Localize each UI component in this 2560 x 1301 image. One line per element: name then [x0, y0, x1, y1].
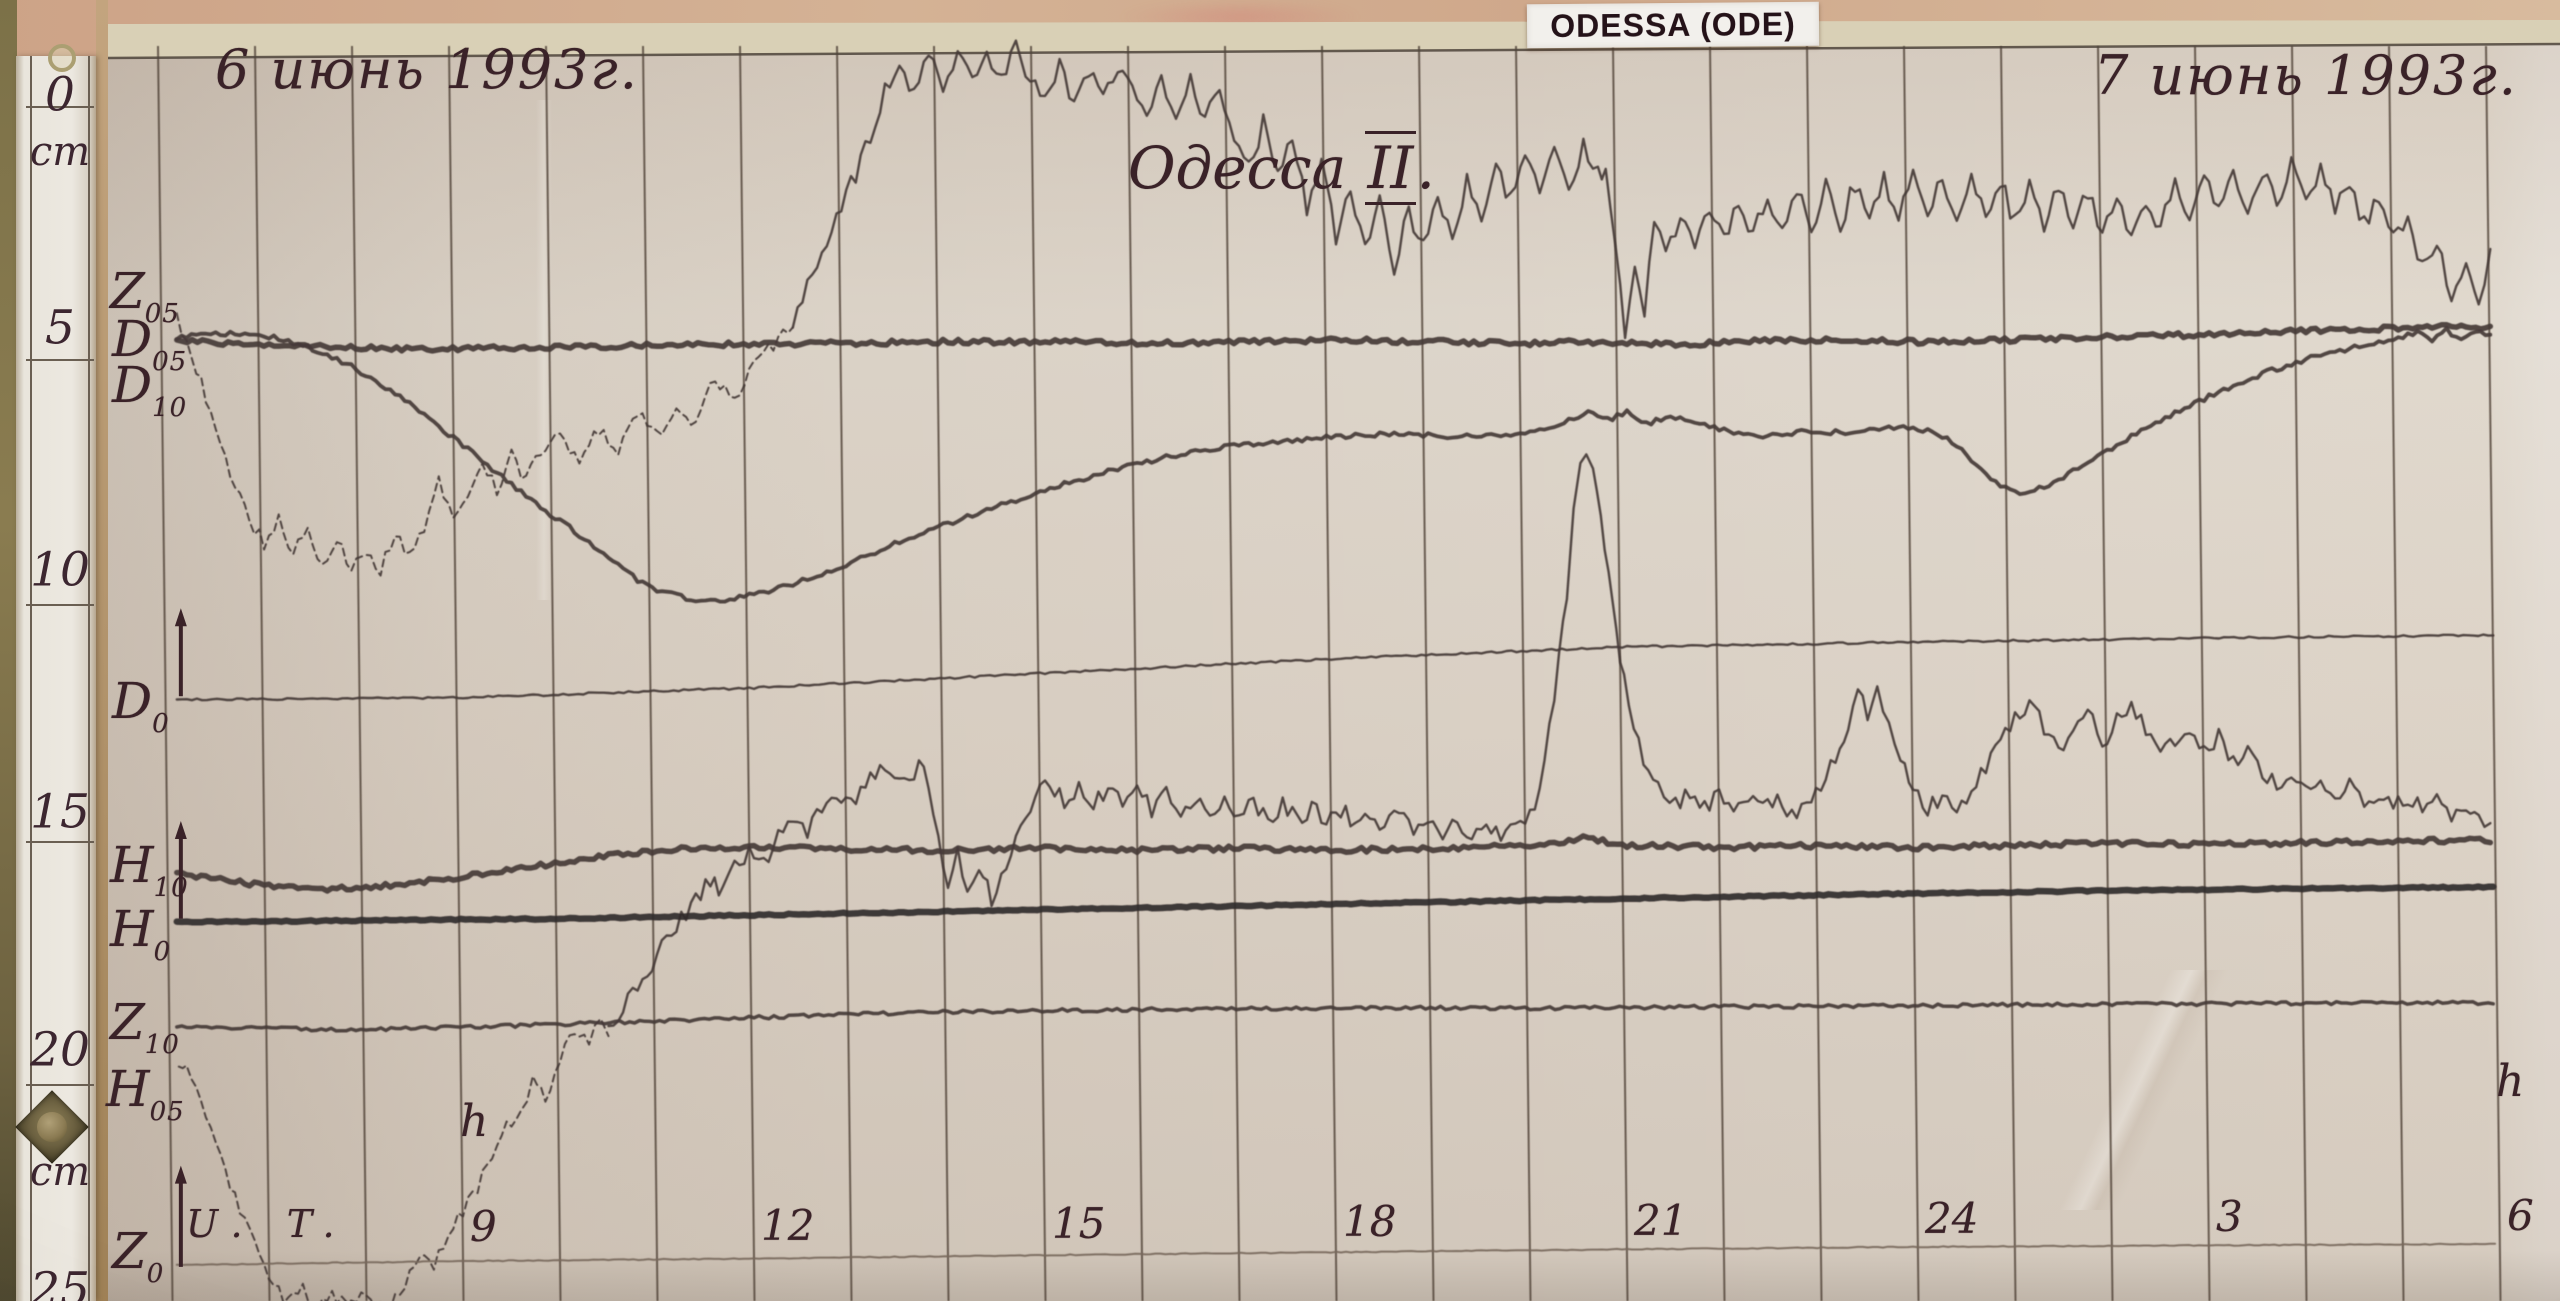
mount-screw-icon: [37, 1112, 67, 1142]
hour-label-24: 24: [1925, 1193, 1979, 1243]
ruler-unit-cm-1: cm: [29, 1149, 91, 1195]
trace-label-main: D: [112, 672, 153, 730]
ruler-number-5: 5: [45, 300, 75, 356]
hour-label-9: 9: [470, 1202, 497, 1252]
date-left: 6 июнь 1993г.: [215, 38, 639, 101]
trace-label-sub: 0: [153, 937, 172, 967]
hour-label-12: 12: [761, 1200, 815, 1250]
trace-label-d0: D0: [112, 672, 170, 739]
trace-label-main: H: [110, 900, 154, 958]
ruler-lines: [26, 56, 94, 1301]
trace-label-sub: 10: [153, 873, 189, 903]
paper-crease: [1926, 970, 2346, 1210]
trace-label-sub: 10: [152, 393, 188, 423]
trace-label-main: H: [110, 836, 154, 894]
hour-unit-left: h: [460, 1096, 489, 1147]
trace-label-z0: Z0: [112, 1222, 164, 1289]
trace-label-sub: 10: [144, 1030, 180, 1060]
trace-label-d05: D05: [112, 310, 187, 377]
trace-label-d10: D10: [112, 356, 187, 423]
ruler-number-0: 0: [45, 67, 75, 123]
ruler-number-20: 20: [30, 1022, 90, 1078]
backdrop-gap: [96, 0, 108, 1301]
ut-label: U. T.: [186, 1202, 351, 1246]
trace-label-z05: Z05: [110, 262, 180, 329]
hour-label-21: 21: [1634, 1195, 1688, 1245]
trace-label-sub: 0: [152, 709, 170, 739]
date-right: 7 июнь 1993г.: [2094, 44, 2518, 107]
chart-title: Одесса II.: [1128, 131, 1435, 205]
hour-label-6: 6: [2507, 1190, 2534, 1240]
trace-label-h0: H0: [110, 900, 171, 967]
hour-label-3: 3: [2216, 1192, 2243, 1242]
pink-smudge: [1120, 0, 1360, 34]
trace-label-sub: 05: [152, 347, 188, 377]
chart-title-numeral: II: [1364, 131, 1417, 205]
chart-title-main: Одесса: [1128, 134, 1347, 202]
trace-label-h10: H10: [110, 836, 189, 903]
trace-label-z10: Z10: [110, 993, 180, 1060]
ruler-grommet: [48, 44, 76, 72]
trace-label-main: Z: [110, 262, 145, 320]
ruler-unit-cm-0: cm: [29, 129, 91, 175]
trace-label-main: D: [112, 356, 153, 414]
station-label: ODESSA (ODE): [1526, 1, 1820, 49]
backdrop-left-strip: [0, 0, 17, 1301]
trace-label-main: Z: [112, 1222, 147, 1280]
ruler-number-25: 25: [30, 1262, 90, 1301]
trace-label-sub: 0: [146, 1259, 165, 1289]
ruler-number-10: 10: [30, 542, 90, 598]
trace-label-sub: 05: [149, 1097, 185, 1127]
hour-unit-right: h: [2496, 1056, 2525, 1107]
trace-label-sub: 05: [144, 299, 180, 329]
trace-label-main: Z: [110, 993, 145, 1051]
trace-label-main: D: [112, 310, 153, 368]
trace-label-h05: H05: [106, 1060, 185, 1127]
hour-label-15: 15: [1052, 1198, 1106, 1248]
paper-crease: [536, 100, 552, 600]
hour-label-18: 18: [1343, 1197, 1397, 1247]
ruler-number-15: 15: [30, 784, 90, 840]
trace-label-main: H: [106, 1060, 150, 1118]
